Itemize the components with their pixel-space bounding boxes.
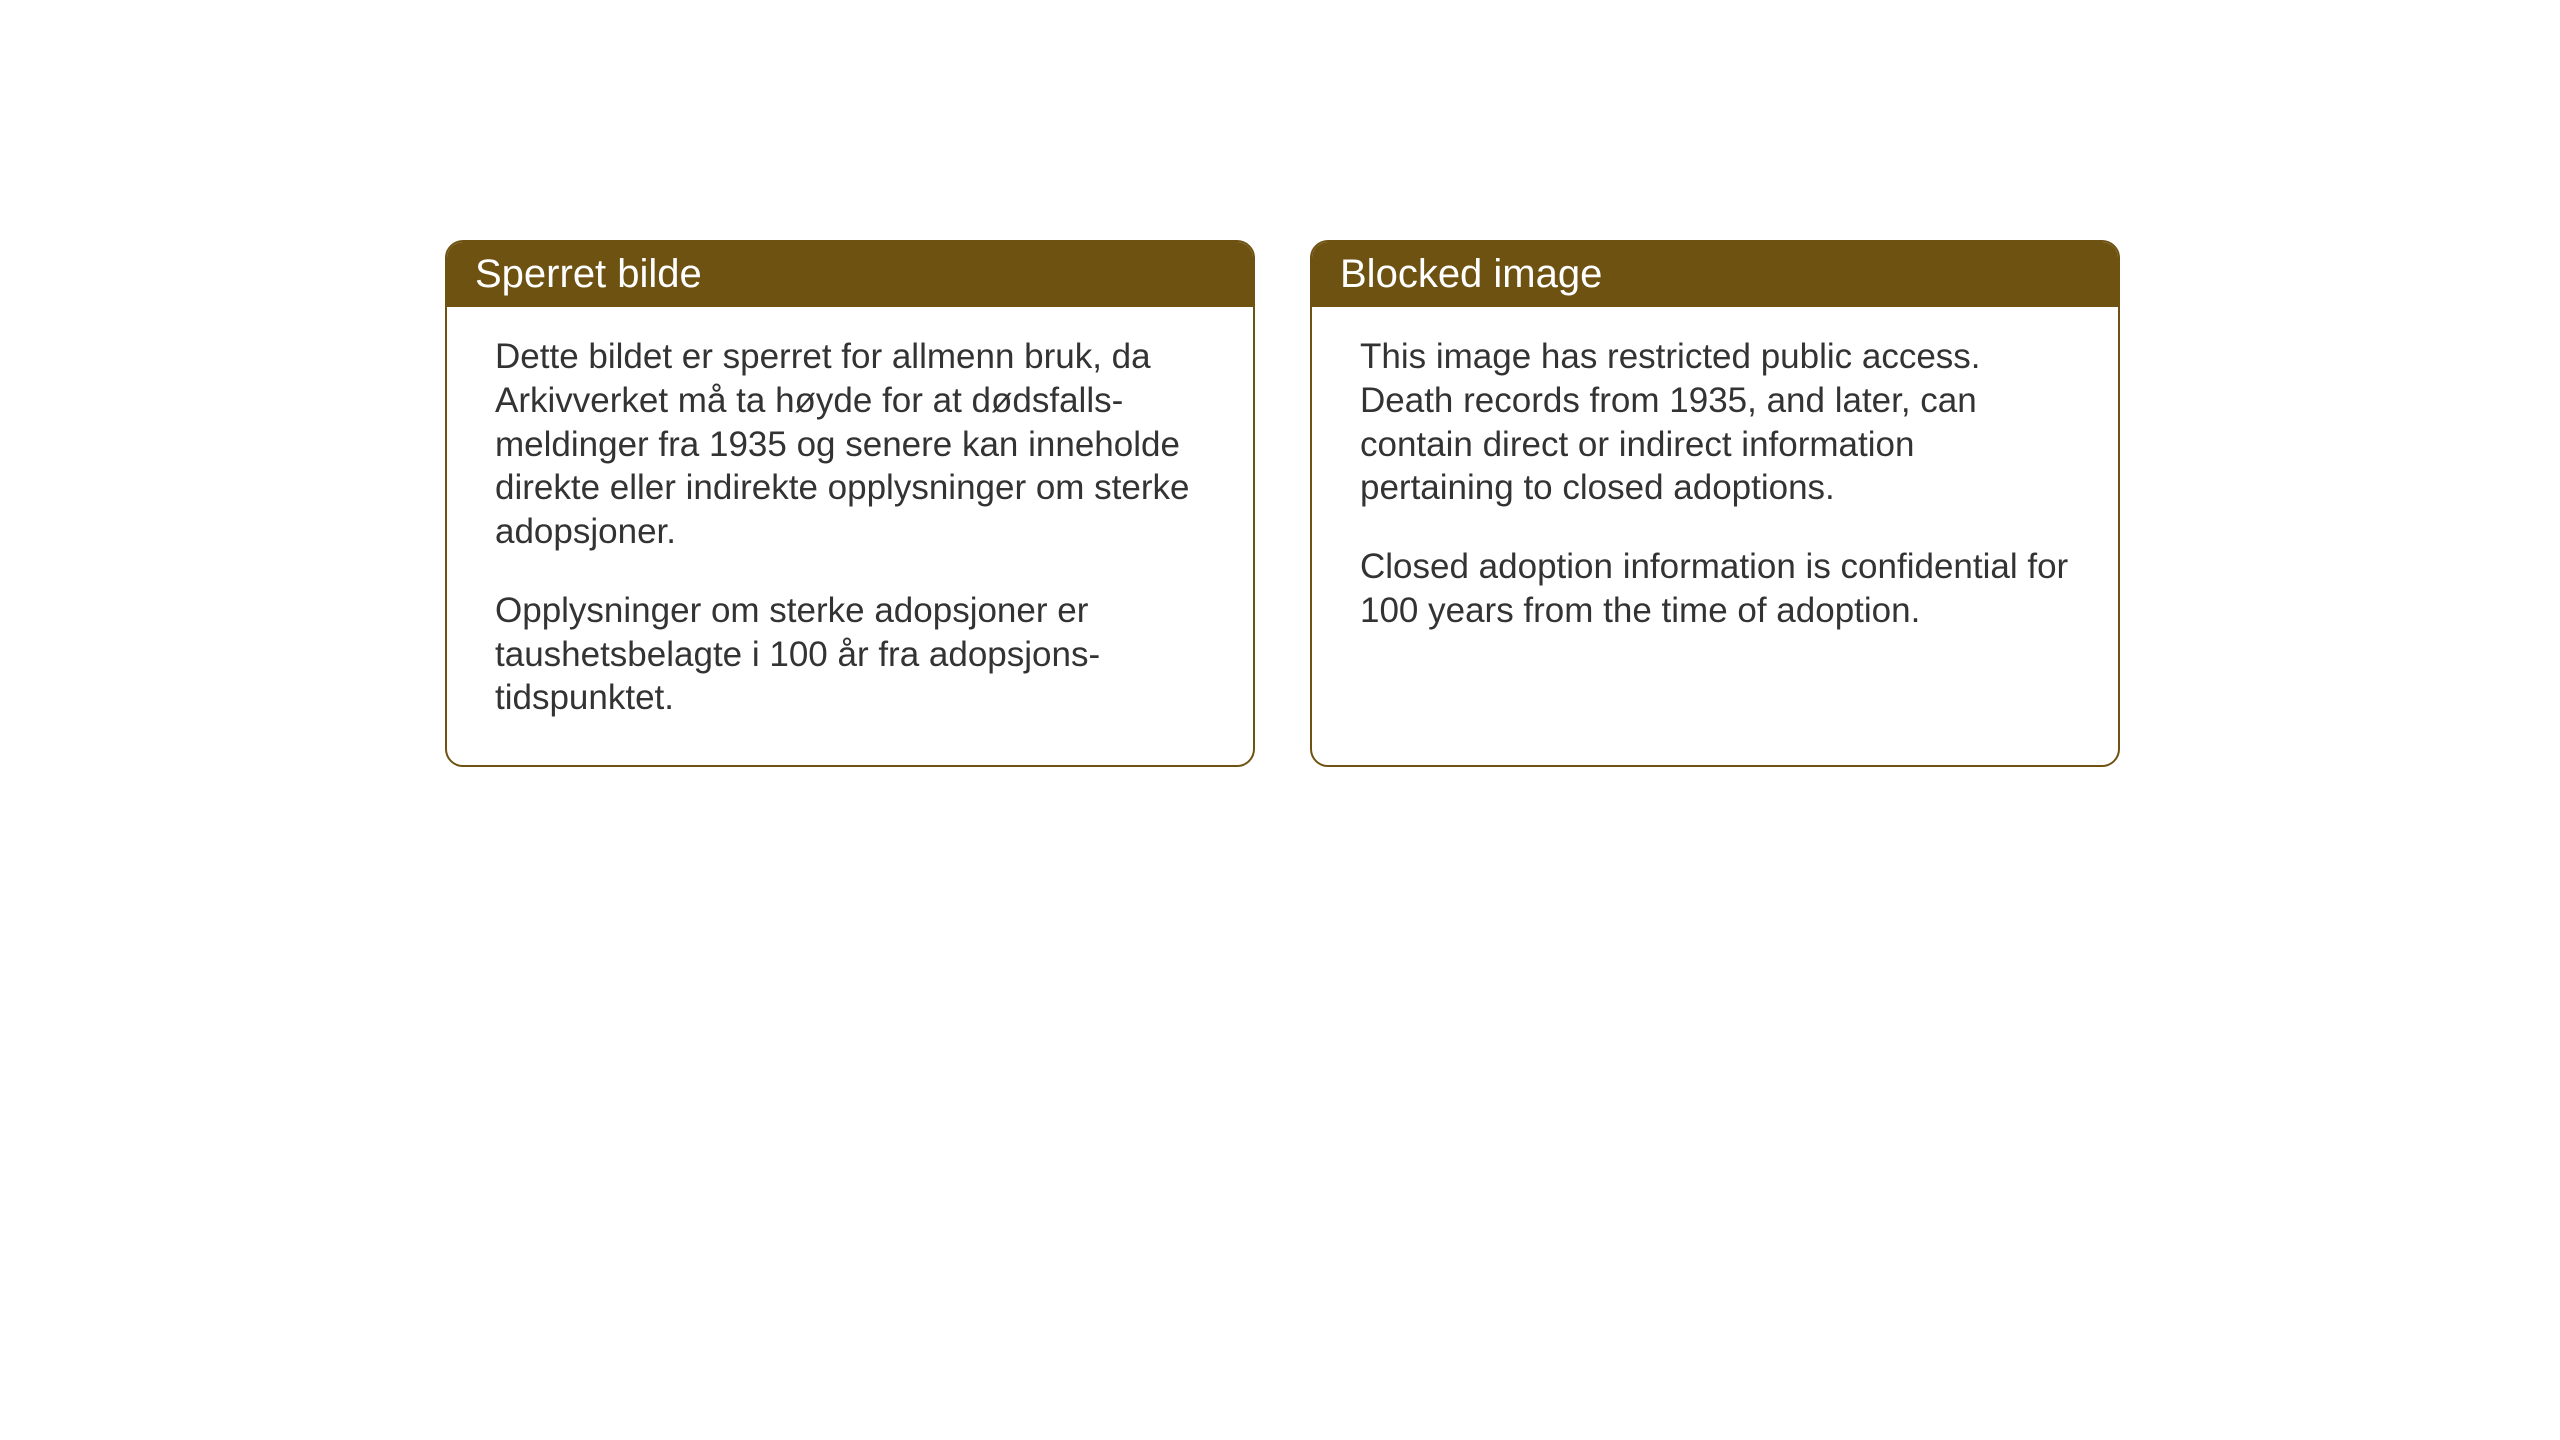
card-norwegian-title: Sperret bilde	[475, 252, 702, 296]
card-english: Blocked image This image has restricted …	[1310, 240, 2120, 767]
card-norwegian-header: Sperret bilde	[447, 242, 1253, 307]
card-norwegian-paragraph-1: Dette bildet er sperret for allmenn bruk…	[495, 335, 1205, 554]
card-english-paragraph-1: This image has restricted public access.…	[1360, 335, 2070, 510]
card-english-body: This image has restricted public access.…	[1312, 307, 2118, 678]
card-norwegian-body: Dette bildet er sperret for allmenn bruk…	[447, 307, 1253, 765]
cards-container: Sperret bilde Dette bildet er sperret fo…	[445, 240, 2120, 767]
card-norwegian: Sperret bilde Dette bildet er sperret fo…	[445, 240, 1255, 767]
card-english-paragraph-2: Closed adoption information is confident…	[1360, 545, 2070, 633]
card-norwegian-paragraph-2: Opplysninger om sterke adopsjoner er tau…	[495, 589, 1205, 720]
card-english-title: Blocked image	[1340, 252, 1602, 296]
card-english-header: Blocked image	[1312, 242, 2118, 307]
